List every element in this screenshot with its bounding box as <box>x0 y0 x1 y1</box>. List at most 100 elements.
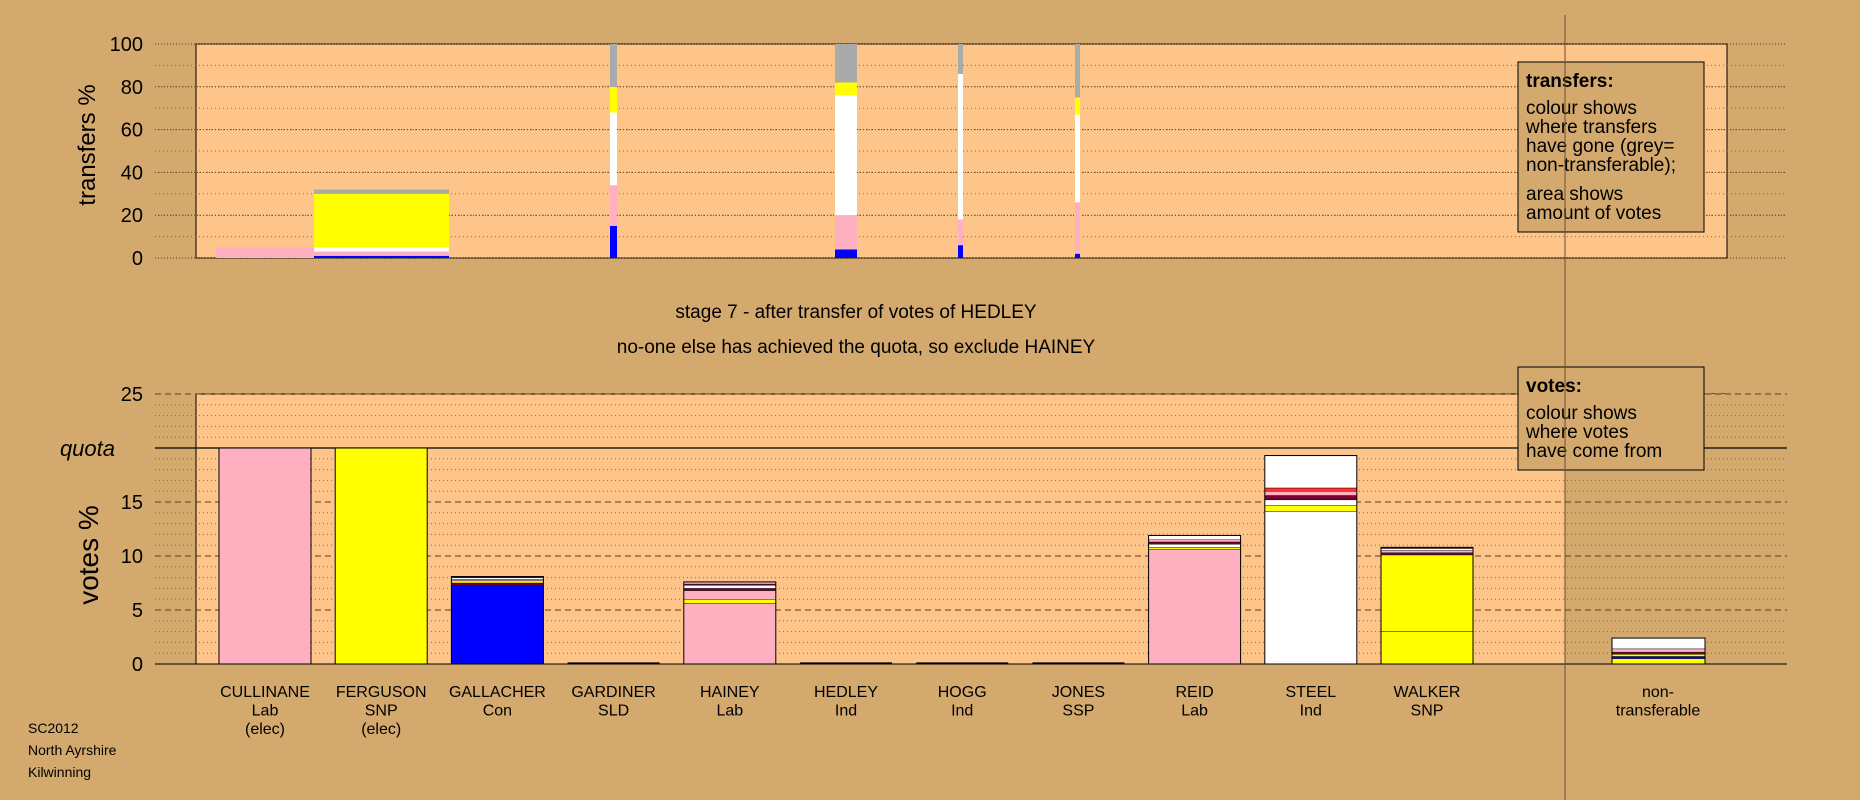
candidate-bar <box>1380 546 1474 665</box>
transfers-legend-line: where transfers <box>1525 117 1657 138</box>
vote-segment-other <box>1380 552 1474 556</box>
candidate-label: WALKER SNP <box>1394 684 1461 720</box>
candidate-name: STEEL <box>1285 684 1336 701</box>
vote-segment-SNP <box>683 599 776 604</box>
non-transferable-label-line: non- <box>1642 684 1674 701</box>
vote-segment-Ind <box>1264 511 1358 665</box>
candidate-name: HEDLEY <box>814 684 878 701</box>
candidate-party: Lab <box>1181 703 1208 720</box>
transfer-segment-non-transferable <box>1075 44 1080 98</box>
transfer-segment-non-transferable <box>610 44 617 87</box>
transfers-legend-line: non-transferable); <box>1526 155 1676 176</box>
votes-y-tick: 15 <box>121 492 143 514</box>
votes-y-tick: 5 <box>132 600 143 622</box>
candidate-bar <box>1148 534 1242 665</box>
vote-segment-Lab <box>1148 549 1241 665</box>
candidate-name: JONES <box>1052 684 1105 701</box>
vote-bar-outline <box>1611 637 1706 665</box>
vote-segment-Ind <box>1611 637 1706 650</box>
vote-segment-Lab <box>451 579 544 582</box>
candidate-party: Lab <box>252 703 279 720</box>
stage-caption: stage 7 - after transfer of votes of HED… <box>675 302 1036 323</box>
votes-y-tick: 0 <box>132 654 143 676</box>
footer-line: North Ayrshire <box>28 742 117 758</box>
vote-segment-other <box>1264 495 1358 501</box>
transfers-y-axis: 0 20 40 60 80 100 <box>110 34 1787 270</box>
vote-segment-SSP <box>1264 487 1358 492</box>
candidate-label: HOGG Ind <box>938 684 987 720</box>
vote-bar-outline <box>450 576 544 665</box>
vote-segment-other <box>683 588 776 591</box>
vote-segment-SNP <box>1264 505 1358 512</box>
candidate-label: FERGUSON SNP (elec) <box>336 684 427 738</box>
candidate-party: SNP <box>1411 703 1444 720</box>
votes-bars <box>218 447 1706 665</box>
votes-legend: votes: colour shows where votes have come … <box>1517 366 1705 471</box>
transfer-segment-Ind <box>610 112 617 186</box>
vote-segment-Lab <box>218 447 312 665</box>
transfer-segment-Con <box>835 249 857 258</box>
vote-bar-outline <box>683 581 777 665</box>
transfer-segment-SNP <box>1075 97 1080 115</box>
vote-bar-outline <box>1264 455 1358 665</box>
transfers-y-tick: 0 <box>132 248 143 270</box>
vote-bar-outline <box>1380 546 1474 665</box>
candidate-party: SSP <box>1062 703 1094 720</box>
transfers-legend-line: colour shows <box>1526 98 1637 119</box>
candidate-party: SNP <box>365 703 398 720</box>
votes-x-labels: CULLINANE Lab (elec) FERGUSON SNP (elec) GALLA… <box>220 684 1700 738</box>
vote-segment-Ind <box>451 577 544 580</box>
votes-legend-line: colour shows <box>1526 403 1637 424</box>
transfer-segment-SNP <box>610 86 617 113</box>
transfer-segment-Lab <box>610 185 617 226</box>
candidate-label: CULLINANE Lab (elec) <box>220 684 310 738</box>
candidate-bar <box>683 581 777 665</box>
candidate-name: GALLACHER <box>449 684 546 701</box>
vote-segment-Ind <box>1264 455 1358 489</box>
transfers-y-tick: 20 <box>121 205 143 227</box>
vote-segment-SNP <box>1611 658 1706 665</box>
non-transferable-label: non-transferable <box>1616 684 1701 720</box>
vote-segment-SNP <box>1611 654 1706 657</box>
transfer-segment-Lab <box>958 219 963 246</box>
candidate-name: FERGUSON <box>336 684 427 701</box>
votes-legend-line: where votes <box>1525 422 1628 443</box>
candidate-label: JONES SSP <box>1052 684 1105 720</box>
vote-segment-other <box>451 582 544 586</box>
transfer-segment-Lab <box>314 251 449 256</box>
transfer-segment-Ind <box>958 73 963 220</box>
transfer-segment-non-transferable <box>958 44 963 74</box>
transfers-y-tick: 60 <box>121 120 143 142</box>
vote-bar-outline <box>218 447 312 665</box>
vote-segment-Ind <box>683 584 776 589</box>
transfers-plot: 0 20 40 60 80 100 transfers % <box>74 34 1787 270</box>
transfers-legend-line: amount of votes <box>1526 203 1661 224</box>
footer-info: SC2012 North Ayrshire Kilwinning <box>28 720 117 780</box>
transfers-bars <box>216 44 1080 258</box>
candidate-bar <box>334 447 428 665</box>
vote-segment-Lab <box>683 590 776 600</box>
vote-segment-Lab <box>1380 550 1474 553</box>
transfer-segment-Ind <box>835 95 857 216</box>
candidate-bar <box>1264 455 1358 665</box>
non-transferable-bar <box>1611 637 1706 665</box>
candidate-name: CULLINANE <box>220 684 310 701</box>
vote-segment-Lab <box>683 603 776 665</box>
candidate-status: (elec) <box>245 721 285 738</box>
candidate-bar <box>450 576 544 665</box>
vote-bar-outline <box>334 447 428 665</box>
vote-segment-SNP <box>1380 554 1474 632</box>
transfers-y-label: transfers % <box>74 84 101 205</box>
vote-segment-Con <box>1611 656 1706 659</box>
transfer-segment-SNP <box>835 82 857 96</box>
votes-y-tick: 25 <box>121 384 143 406</box>
transfer-segment-Lab <box>1075 202 1080 254</box>
votes-y-label: votes % <box>73 505 104 605</box>
vote-segment-SNP <box>1148 547 1241 550</box>
votes-legend-line: have come from <box>1526 441 1662 462</box>
candidate-label: HAINEY Lab <box>700 684 760 720</box>
votes-legend-box <box>1517 366 1705 471</box>
transfers-legend-line: area shows <box>1526 184 1623 205</box>
candidate-name: WALKER <box>1394 684 1461 701</box>
